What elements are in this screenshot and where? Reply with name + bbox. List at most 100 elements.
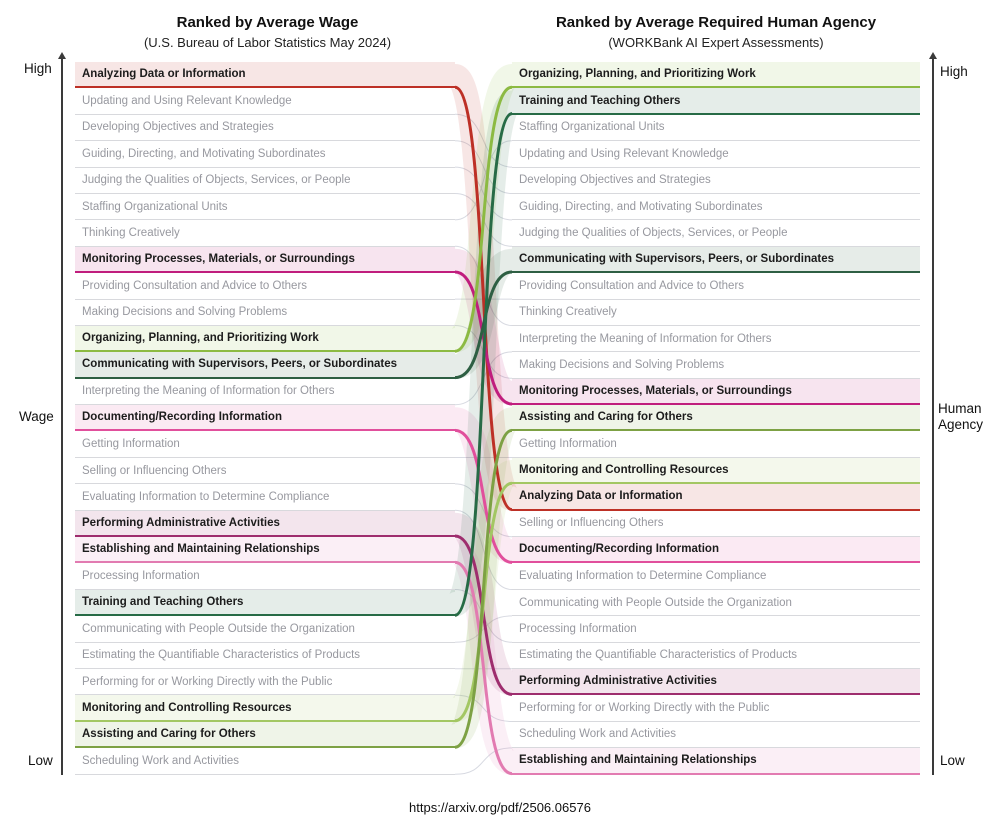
activity-label: Selling or Influencing Others [82,464,227,477]
link-path-gray [454,483,513,538]
link-ribbon [450,460,517,722]
right-rank-row: Guiding, Directing, and Motivating Subor… [512,194,920,221]
left-title: Ranked by Average Wage [176,14,359,31]
left-rank-row: Establishing and Maintaining Relationshi… [75,537,455,564]
link-path-gray [454,113,513,168]
activity-label: Organizing, Planning, and Prioritizing W… [82,332,319,345]
left-axis-line [61,58,63,775]
link-path-gray [454,245,513,326]
right-rank-row: Estimating the Quantifiable Characterist… [512,643,920,669]
activity-label: Analyzing Data or Information [82,68,246,81]
left-rank-row: Performing Administrative Activities [75,510,455,538]
link-path-gray [454,694,513,722]
left-rank-row: Selling or Influencing Others [75,458,455,485]
link-ribbon [450,539,517,775]
left-rank-row: Scheduling Work and Activities [75,748,455,775]
left-rank-row: Making Decisions and Solving Problems [75,300,455,326]
activity-label: Communicating with Supervisors, Peers, o… [519,252,835,265]
activity-label: Establishing and Maintaining Relationshi… [519,754,757,767]
left-rank-row: Evaluating Information to Determine Comp… [75,484,455,511]
link-ribbon [451,248,516,406]
right-title: Ranked by Average Required Human Agency [555,14,877,31]
activity-label: Processing Information [519,622,637,635]
left-rank-row: Estimating the Quantifiable Characterist… [75,643,455,669]
right-rank-row: Performing for or Working Directly with … [512,695,920,722]
left-rank-row: Providing Consultation and Advice to Oth… [75,273,455,300]
right-rank-row: Processing Information [512,616,920,643]
link-path-gray [454,140,513,194]
left-rank-row: Monitoring Processes, Materials, or Surr… [75,246,455,274]
left-axis-arrow-icon [57,52,66,59]
activity-label: Making Decisions and Solving Problems [82,306,288,319]
right-rank-row: Documenting/Recording Information [512,537,920,564]
left-rank-row: Communicating with People Outside the Or… [75,616,455,643]
link-path-highlight [454,534,513,696]
link-path-highlight [454,560,513,776]
wage-ranking-column: Analyzing Data or Information Updating an… [75,62,455,775]
activity-label: Training and Teaching Others [519,94,681,107]
link-path-gray [454,193,513,247]
activity-label: Assisting and Caring for Others [519,411,693,424]
link-path-gray [454,589,513,643]
link-path-gray [454,325,513,379]
activity-label: Getting Information [519,438,617,451]
link-path-gray [454,509,513,590]
activity-label: Monitoring and Controlling Resources [519,464,729,477]
right-rank-row: Getting Information [512,431,920,458]
right-rank-row: Communicating with People Outside the Or… [512,590,920,617]
left-rank-row: Organizing, Planning, and Prioritizing W… [75,325,455,353]
right-axis-low-label: Low [940,753,965,768]
activity-label: Scheduling Work and Activities [519,728,677,741]
right-rank-row: Developing Objectives and Strategies [512,168,920,194]
activity-label: Establishing and Maintaining Relationshi… [82,543,320,556]
right-rank-row: Evaluating Information to Determine Comp… [512,563,920,590]
activity-label: Judging the Qualities of Objects, Servic… [82,174,351,187]
link-path-highlight [454,428,513,749]
activity-label: Interpreting the Meaning of Information … [82,385,335,398]
right-rank-row: Communicating with Supervisors, Peers, o… [512,246,920,274]
activity-label: Performing for or Working Directly with … [82,675,333,688]
activity-label: Thinking Creatively [82,227,180,240]
left-rank-row: Analyzing Data or Information [75,62,455,89]
activity-label: Monitoring and Controlling Resources [82,701,292,714]
activity-label: Monitoring Processes, Materials, or Surr… [82,252,355,265]
link-path-highlight [454,428,513,564]
left-rank-row: Communicating with Supervisors, Peers, o… [75,352,455,379]
activity-label: Performing for or Working Directly with … [519,702,770,715]
link-path-highlight [454,85,513,353]
left-rank-row: Thinking Creatively [75,220,455,247]
activity-label: Staffing Organizational Units [82,200,228,213]
link-ribbon [452,248,515,379]
right-subtitle: (WORKBank AI Expert Assessments) [608,34,824,50]
right-rank-row: Interpreting the Meaning of Information … [512,326,920,353]
right-axis-line [932,58,934,775]
right-axis-high-label: High [940,64,968,79]
link-ribbon [448,64,519,511]
activity-label: Evaluating Information to Determine Comp… [82,490,330,503]
left-column-title: Ranked by Average Wage (U.S. Bureau of L… [75,14,460,50]
activity-label: Providing Consultation and Advice to Oth… [82,279,308,292]
right-column-title: Ranked by Average Required Human Agency … [510,14,922,50]
left-axis-high-label: High [24,61,52,76]
activity-label: Providing Consultation and Advice to Oth… [519,279,745,292]
activity-label: Interpreting the Meaning of Information … [519,332,772,345]
left-rank-row: Updating and Using Relevant Knowledge [75,88,455,115]
right-rank-row: Establishing and Maintaining Relationshi… [512,748,920,775]
activity-label: Getting Information [82,438,180,451]
activity-label: Guiding, Directing, and Motivating Subor… [82,147,326,160]
link-ribbon [451,512,516,696]
left-axis-title: Wage [19,409,54,424]
activity-label: Documenting/Recording Information [82,411,282,424]
left-rank-row: Processing Information [75,563,455,590]
right-rank-row: Thinking Creatively [512,300,920,326]
link-path-highlight [454,270,513,406]
activity-label: Making Decisions and Solving Problems [519,358,725,371]
left-rank-row: Getting Information [75,431,455,458]
left-rank-row: Developing Objectives and Strategies [75,115,455,142]
right-rank-row: Judging the Qualities of Objects, Servic… [512,220,920,247]
activity-label: Updating and Using Relevant Knowledge [519,147,729,160]
left-rank-row: Documenting/Recording Information [75,405,455,432]
link-ribbon [451,407,516,564]
link-path-gray [454,351,513,406]
